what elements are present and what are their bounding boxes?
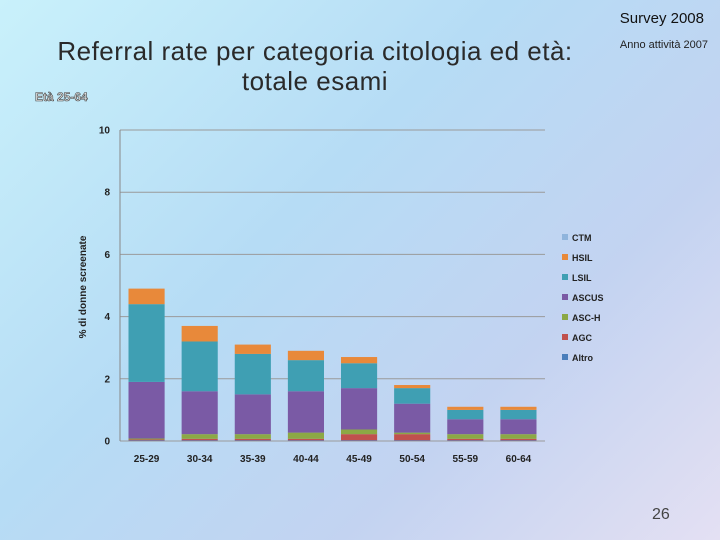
bar-segment-asc-h-30-34 — [181, 434, 218, 439]
bar-segment-agc-30-34 — [181, 438, 218, 441]
bar-segment-hsil-60-64 — [500, 406, 537, 410]
y-axis-label: % di donne screenate — [78, 235, 89, 338]
bar-segment-agc-55-59 — [447, 438, 484, 441]
bar-segment-lsil-60-64 — [500, 409, 537, 420]
legend-label-lsil: LSIL — [572, 273, 592, 283]
bar-segment-asc-h-35-39 — [234, 434, 271, 439]
legend-swatch-altro — [562, 354, 568, 360]
bar-segment-lsil-40-44 — [287, 360, 324, 392]
x-tick-label: 45-49 — [346, 454, 372, 465]
x-tick-label: 50-54 — [399, 454, 425, 465]
bar-segment-hsil-40-44 — [287, 350, 324, 361]
bar-segment-altro-60-64 — [500, 440, 537, 441]
x-tick-label: 25-29 — [134, 454, 160, 465]
bar-segment-altro-25-29 — [128, 440, 165, 441]
bar-segment-agc-50-54 — [394, 434, 431, 441]
chart-bars — [128, 288, 537, 441]
bar-segment-lsil-30-34 — [181, 341, 218, 392]
bar-segment-asc-h-50-54 — [394, 432, 431, 435]
bar-segment-asc-h-45-49 — [341, 429, 378, 435]
bar-segment-hsil-25-29 — [128, 288, 165, 305]
bar-segment-agc-60-64 — [500, 438, 537, 441]
bar-segment-altro-55-59 — [447, 440, 484, 441]
bar-segment-lsil-50-54 — [394, 388, 431, 404]
bar-segment-lsil-55-59 — [447, 409, 484, 420]
legend-swatch-ctm — [562, 234, 568, 240]
legend-swatch-ascus — [562, 294, 568, 300]
legend-label-hsil: HSIL — [572, 253, 593, 263]
bar-segment-ascus-45-49 — [341, 388, 378, 430]
x-tick-label: 35-39 — [240, 454, 266, 465]
bar-segment-ascus-25-29 — [128, 381, 165, 439]
y-tick-label: 2 — [104, 374, 110, 385]
y-tick-label: 4 — [104, 312, 110, 323]
chart-axes: 0 2 4 6 8 10 25-29 30-34 35-39 40-44 45-49 50-54 55-… — [99, 126, 532, 466]
legend-swatch-hsil — [562, 254, 568, 260]
legend-label-asc-h: ASC-H — [572, 313, 601, 323]
x-tick-label: 30-34 — [187, 454, 213, 465]
bar-segment-ascus-40-44 — [287, 391, 324, 433]
bar-segment-altro-35-39 — [234, 440, 271, 441]
bar-segment-asc-h-40-44 — [287, 432, 324, 439]
bar-segment-altro-40-44 — [287, 440, 324, 441]
bar-segment-ascus-60-64 — [500, 419, 537, 435]
survey-label: Survey 2008 — [619, 10, 704, 27]
bar-segment-lsil-25-29 — [128, 304, 165, 382]
bar-segment-lsil-45-49 — [341, 363, 378, 389]
age-range-label: Età 25-64 — [35, 90, 88, 105]
bar-segment-altro-30-34 — [181, 440, 218, 441]
legend-swatch-agc — [562, 334, 568, 340]
bar-segment-hsil-55-59 — [447, 406, 484, 410]
bar-segment-asc-h-25-29 — [128, 438, 165, 440]
legend-label-altro: Altro — [572, 353, 593, 363]
bar-segment-agc-40-44 — [287, 438, 324, 441]
legend-label-agc: AGC — [572, 333, 593, 343]
bar-segment-asc-h-60-64 — [500, 434, 537, 439]
bar-segment-ascus-30-34 — [181, 391, 218, 435]
x-tick-label: 60-64 — [506, 454, 532, 465]
y-tick-label: 10 — [99, 126, 111, 137]
y-tick-label: 0 — [104, 437, 110, 448]
chart-legend: CTM HSIL LSIL ASCUS ASC-H AGC Altro — [562, 233, 604, 363]
bar-segment-lsil-35-39 — [234, 353, 271, 395]
bar-segment-agc-25-29 — [128, 439, 165, 441]
bar-segment-agc-45-49 — [341, 434, 378, 441]
x-tick-label: 55-59 — [453, 454, 479, 465]
bar-segment-asc-h-55-59 — [447, 434, 484, 439]
bar-segment-altro-45-49 — [341, 440, 378, 441]
activity-year-label: Anno attività 2007 — [619, 39, 708, 51]
slide-title: Referral rate per categoria citologia ed… — [57, 36, 573, 96]
bar-segment-agc-35-39 — [234, 438, 271, 441]
bar-segment-ascus-50-54 — [394, 403, 431, 433]
legend-swatch-asc-h — [562, 314, 568, 320]
bar-segment-ascus-35-39 — [234, 394, 271, 435]
page-number: 26 — [652, 506, 670, 523]
bar-segment-altro-50-54 — [394, 440, 431, 441]
y-tick-label: 8 — [104, 188, 110, 199]
bar-segment-hsil-45-49 — [341, 357, 378, 364]
legend-label-ctm: CTM — [572, 233, 592, 243]
legend-label-ascus: ASCUS — [572, 293, 604, 303]
legend-swatch-lsil — [562, 274, 568, 280]
x-tick-label: 40-44 — [293, 454, 319, 465]
bar-segment-hsil-35-39 — [234, 344, 271, 354]
bar-segment-ascus-55-59 — [447, 419, 484, 435]
bar-segment-hsil-30-34 — [181, 325, 218, 342]
y-tick-label: 6 — [104, 250, 110, 261]
bar-segment-hsil-50-54 — [394, 385, 431, 389]
